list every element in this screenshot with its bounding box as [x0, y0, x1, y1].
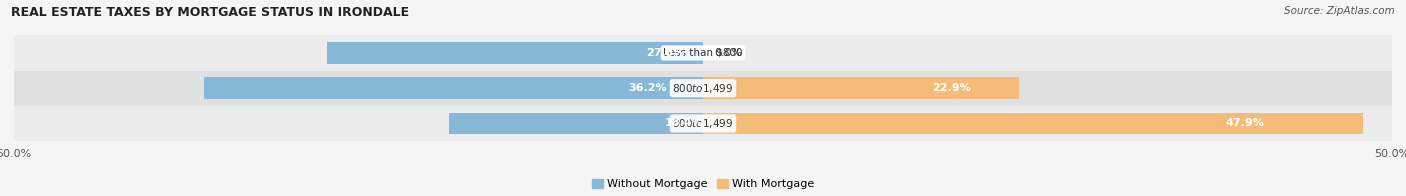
Text: 22.9%: 22.9%: [932, 83, 972, 93]
Text: 36.2%: 36.2%: [628, 83, 666, 93]
Text: $800 to $1,499: $800 to $1,499: [672, 117, 734, 130]
Text: Less than $800: Less than $800: [664, 48, 742, 58]
Bar: [204, 77, 703, 99]
Text: Source: ZipAtlas.com: Source: ZipAtlas.com: [1284, 6, 1395, 16]
Bar: [450, 113, 703, 134]
Text: 47.9%: 47.9%: [1225, 118, 1264, 129]
Bar: [14, 71, 1392, 106]
Text: 27.3%: 27.3%: [647, 48, 685, 58]
Text: 0.0%: 0.0%: [714, 48, 742, 58]
Bar: [14, 106, 1392, 141]
Text: $800 to $1,499: $800 to $1,499: [672, 82, 734, 95]
Text: REAL ESTATE TAXES BY MORTGAGE STATUS IN IRONDALE: REAL ESTATE TAXES BY MORTGAGE STATUS IN …: [11, 6, 409, 19]
Bar: [703, 113, 1362, 134]
Legend: Without Mortgage, With Mortgage: Without Mortgage, With Mortgage: [588, 175, 818, 194]
Bar: [703, 77, 1018, 99]
Bar: [14, 35, 1392, 71]
Bar: [326, 42, 703, 64]
Text: 18.4%: 18.4%: [665, 118, 704, 129]
